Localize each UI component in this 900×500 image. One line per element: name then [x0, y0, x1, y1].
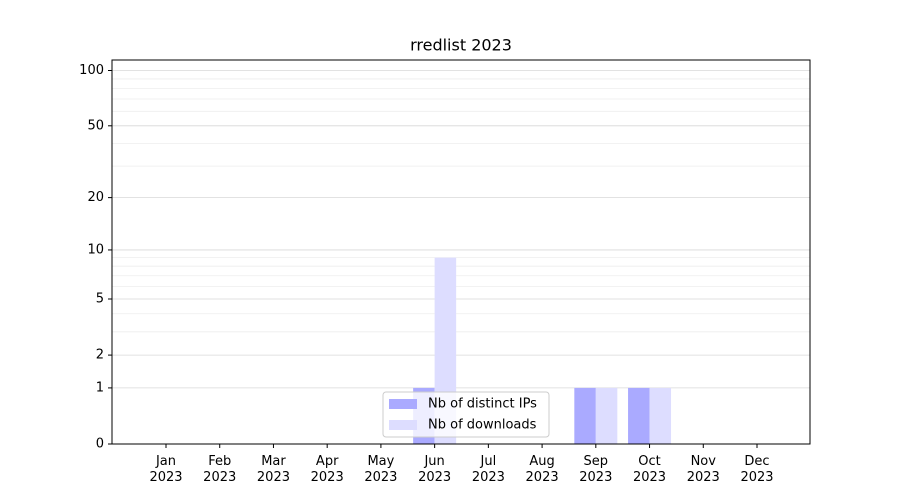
y-tick-label: 5	[96, 291, 104, 306]
x-tick-label: Dec 2023	[740, 454, 773, 485]
legend-box	[382, 391, 550, 438]
chart-title: rredlist 2023	[410, 36, 512, 55]
y-tick-label: 50	[87, 118, 104, 133]
legend-swatch	[389, 420, 417, 430]
bar	[595, 387, 618, 444]
y-tick-label: 0	[96, 437, 104, 452]
x-tick-label: Aug 2023	[526, 454, 559, 485]
x-tick-label: Jul 2023	[472, 454, 505, 485]
x-tick-label: Jan 2023	[149, 454, 182, 485]
x-tick-label: Mar 2023	[257, 454, 290, 485]
x-tick-label: Feb 2023	[203, 454, 236, 485]
y-tick-label: 1	[96, 380, 104, 395]
legend-swatch	[389, 399, 417, 409]
bar	[649, 387, 672, 444]
legend-label: Nb of downloads	[428, 418, 537, 433]
y-tick-label: 10	[87, 242, 104, 257]
x-tick-label: May 2023	[364, 454, 397, 485]
x-tick-label: Sep 2023	[579, 454, 612, 485]
bar	[574, 387, 596, 444]
y-tick-label: 20	[87, 190, 104, 205]
x-tick-label: Oct 2023	[633, 454, 666, 485]
x-tick-label: Jun 2023	[418, 454, 451, 485]
plot-frame	[111, 59, 811, 445]
y-tick-label: 100	[79, 63, 104, 78]
y-tick-label: 2	[96, 348, 104, 363]
x-tick-label: Apr 2023	[311, 454, 344, 485]
legend-label: Nb of distinct IPs	[428, 397, 537, 412]
bar	[628, 387, 650, 444]
x-tick-label: Nov 2023	[687, 454, 720, 485]
